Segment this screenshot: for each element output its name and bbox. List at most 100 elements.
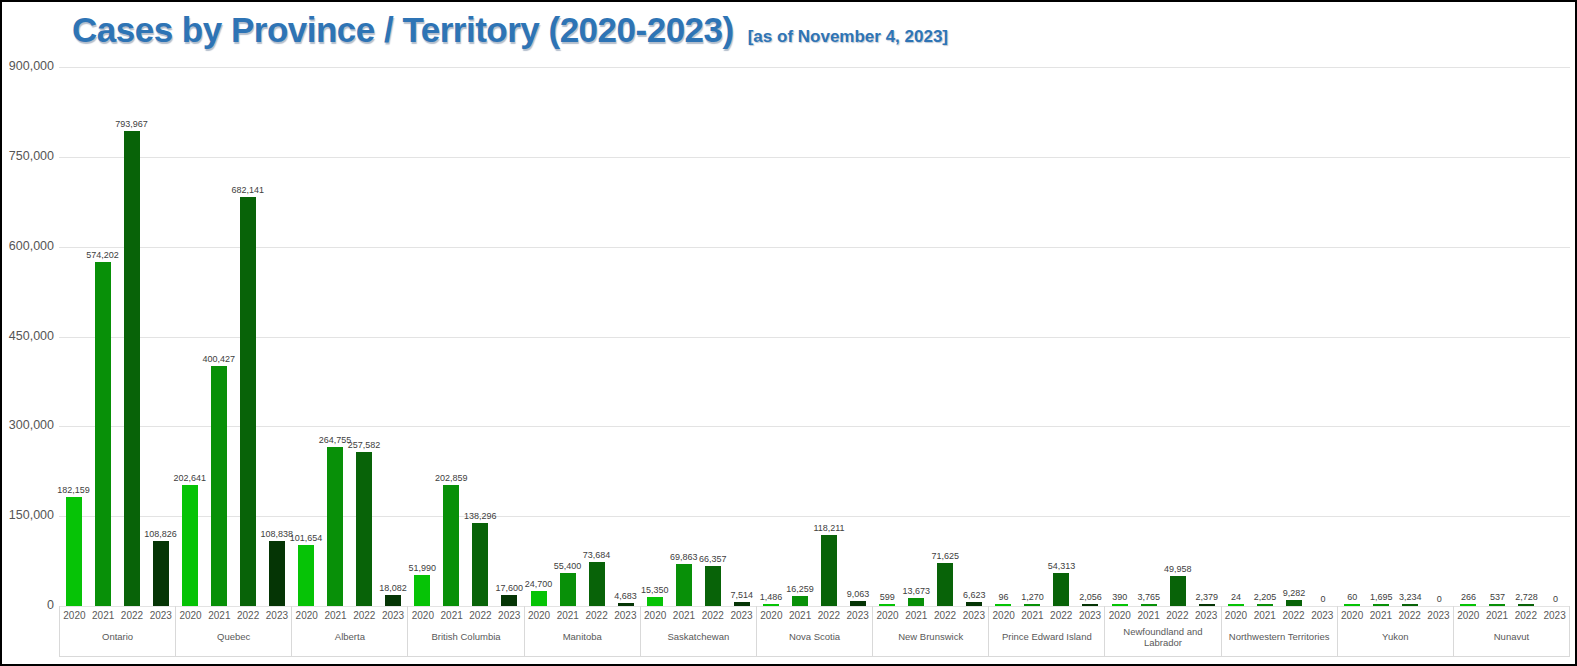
- bar-value-text: 2,056: [1079, 592, 1102, 602]
- year-label: 2020: [408, 610, 437, 621]
- bar-value-label: 51,990: [414, 563, 430, 573]
- bar-quebec-2023: [269, 541, 285, 606]
- bar-newfoundland-and-labrador-2022: [1170, 576, 1186, 606]
- bar-value-text: 101,654: [290, 533, 323, 543]
- category-group-british-columbia: 51,990202,859138,29617,600: [408, 67, 524, 606]
- bar-value-label: 2,728: [1518, 592, 1534, 602]
- category-group-prince-edward-island: 96 1,270 54,313 2,056: [989, 67, 1105, 606]
- bar-alberta-2023: [385, 595, 401, 606]
- year-label: 2023: [495, 610, 524, 621]
- category-label: Prince Edward Island: [989, 621, 1104, 656]
- year-label-row: 2020202120222023: [1105, 610, 1220, 621]
- bar-nova-scotia-2021: [792, 596, 808, 606]
- bar-value-label: 257,582: [356, 440, 372, 450]
- bar-alberta-2020: [298, 545, 314, 606]
- category-group-quebec: 202,641400,427682,141108,838: [175, 67, 291, 606]
- bar-column: 682,141: [240, 67, 256, 606]
- bar-column: 9,282: [1286, 67, 1302, 606]
- year-label: 2021: [553, 610, 582, 621]
- bar-column: 54,313: [1053, 67, 1069, 606]
- bar-value-text: 71,625: [931, 551, 959, 561]
- bar-new-brunswick-2021: [908, 598, 924, 606]
- y-axis-tick-label: 750,000: [2, 149, 54, 163]
- bar-column: 1,695: [1373, 67, 1389, 606]
- bar-value-label: 60: [1344, 592, 1360, 602]
- bar-column: 24: [1228, 67, 1244, 606]
- bar-value-label: 71,625: [937, 551, 953, 561]
- y-axis-tick-label: 600,000: [2, 239, 54, 253]
- bar-saskatchewan-2021: [676, 564, 692, 606]
- year-label: 2022: [1163, 610, 1192, 621]
- bar-british-columbia-2022: [472, 523, 488, 606]
- bar-column: 182,159: [66, 67, 82, 606]
- bar-value-label: 66,357: [705, 554, 721, 564]
- bar-value-text: 3,234: [1399, 592, 1422, 602]
- bar-column: 7,514: [734, 67, 750, 606]
- bar-value-text: 793,967: [115, 119, 148, 129]
- bar-value-text: 1,486: [760, 592, 783, 602]
- year-label: 2021: [321, 610, 350, 621]
- year-label-row: 2020202120222023: [408, 610, 523, 621]
- year-label: 2023: [379, 610, 408, 621]
- bar-new-brunswick-2022: [937, 563, 953, 606]
- year-label: 2021: [1483, 610, 1512, 621]
- category-label: New Brunswick: [873, 621, 988, 656]
- bar-column: 1,486: [763, 67, 779, 606]
- bar-value-label: 17,600: [501, 583, 517, 593]
- bar-column: 3,765: [1141, 67, 1157, 606]
- bar-value-text: 69,863: [670, 552, 698, 562]
- bar-ontario-2022: [124, 131, 140, 606]
- category-label: Saskatchewan: [641, 621, 756, 656]
- year-label: 2021: [89, 610, 118, 621]
- year-label-row: 2020202120222023: [60, 610, 175, 621]
- bar-value-label: 6,623: [966, 590, 982, 600]
- bar-ontario-2023: [153, 541, 169, 606]
- bar-value-text: 15,350: [641, 585, 669, 595]
- bar-value-text: 51,990: [409, 563, 437, 573]
- bar-column: 13,673: [908, 67, 924, 606]
- bar-value-label: 108,826: [153, 529, 169, 539]
- year-label: 2021: [437, 610, 466, 621]
- bar-column: 71,625: [937, 67, 953, 606]
- year-label: 2023: [611, 610, 640, 621]
- year-label: 2021: [205, 610, 234, 621]
- bar-column: 202,859: [443, 67, 459, 606]
- bar-value-text: 2,205: [1254, 592, 1277, 602]
- bar-value-label: 1,270: [1024, 592, 1040, 602]
- bar-value-label: 18,082: [385, 583, 401, 593]
- axis-cell-nunavut: 2020202120222023Nunavut: [1454, 606, 1570, 656]
- bar-column: 537: [1489, 67, 1505, 606]
- bar-value-label: 3,765: [1141, 592, 1157, 602]
- bar-value-label: 49,958: [1170, 564, 1186, 574]
- bar-saskatchewan-2020: [647, 597, 663, 606]
- bar-value-label: 2,056: [1082, 592, 1098, 602]
- category-group-ontario: 182,159574,202793,967108,826: [59, 67, 175, 606]
- bar-column: 51,990: [414, 67, 430, 606]
- year-label-row: 2020202120222023: [1454, 610, 1569, 621]
- year-label: 2021: [1250, 610, 1279, 621]
- year-label: 2023: [1192, 610, 1221, 621]
- bar-column: 96: [995, 67, 1011, 606]
- y-axis-tick-label: 150,000: [2, 508, 54, 522]
- y-axis-tick-label: 450,000: [2, 329, 54, 343]
- bar-value-label: 1,486: [763, 592, 779, 602]
- axis-cell-new-brunswick: 2020202120222023New Brunswick: [873, 606, 989, 656]
- bar-column: 264,755: [327, 67, 343, 606]
- bar-column: 6,623: [966, 67, 982, 606]
- bar-value-label: 55,400: [560, 561, 576, 571]
- year-label: 2021: [1134, 610, 1163, 621]
- bar-value-label: 266: [1460, 592, 1476, 602]
- bar-value-text: 108,838: [261, 529, 294, 539]
- category-label: British Columbia: [408, 621, 523, 656]
- bar-value-label: 0: [1315, 594, 1331, 604]
- bar-saskatchewan-2022: [705, 566, 721, 606]
- bar-value-label: 264,755: [327, 435, 343, 445]
- category-group-northwestern-territories: 24 2,205 9,282 0: [1221, 67, 1337, 606]
- bar-column: 266: [1460, 67, 1476, 606]
- bar-value-text: 2,379: [1195, 592, 1218, 602]
- year-label-row: 2020202120222023: [757, 610, 872, 621]
- year-label: 2023: [263, 610, 292, 621]
- bar-value-text: 0: [1553, 594, 1558, 604]
- axis-cell-newfoundland-and-labrador: 2020202120222023Newfoundland and Labrado…: [1105, 606, 1221, 656]
- bar-value-text: 24,700: [525, 579, 553, 589]
